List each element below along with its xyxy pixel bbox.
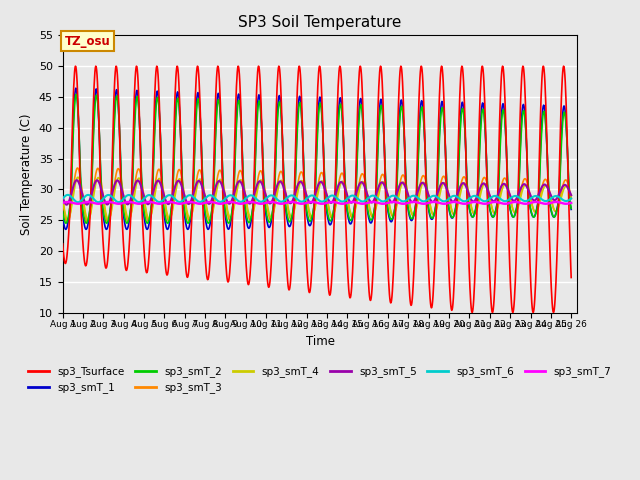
sp3_smT_3 xyxy=(449,211,457,217)
sp3_Tsurface xyxy=(567,275,575,280)
sp3_smT_3 xyxy=(63,220,71,226)
sp3_smT_7 xyxy=(176,201,184,207)
sp3_smT_1 xyxy=(59,214,67,219)
sp3_Tsurface xyxy=(175,79,182,85)
Text: TZ_osu: TZ_osu xyxy=(65,35,111,48)
sp3_smT_6 xyxy=(379,199,387,204)
sp3_smT_3 xyxy=(176,167,184,173)
Line: sp3_smT_6: sp3_smT_6 xyxy=(63,195,571,202)
sp3_smT_5 xyxy=(449,199,457,204)
sp3_smT_1 xyxy=(449,214,457,219)
sp3_smT_6 xyxy=(397,198,404,204)
Y-axis label: Soil Temperature (C): Soil Temperature (C) xyxy=(20,113,33,235)
sp3_smT_5 xyxy=(220,188,228,193)
sp3_smT_6 xyxy=(449,193,457,199)
sp3_smT_5 xyxy=(63,202,70,207)
Line: sp3_smT_7: sp3_smT_7 xyxy=(63,202,571,204)
sp3_smT_4 xyxy=(59,196,67,202)
sp3_smT_7 xyxy=(567,200,575,206)
sp3_smT_5 xyxy=(567,192,575,198)
Line: sp3_smT_1: sp3_smT_1 xyxy=(63,88,571,229)
sp3_smT_5 xyxy=(59,194,67,200)
sp3_Tsurface xyxy=(59,241,67,247)
sp3_smT_2 xyxy=(59,209,67,215)
sp3_smT_5 xyxy=(397,180,404,186)
sp3_smT_4 xyxy=(74,174,82,180)
Title: SP3 Soil Temperature: SP3 Soil Temperature xyxy=(238,15,402,30)
sp3_smT_6 xyxy=(567,196,575,202)
sp3_smT_6 xyxy=(64,192,72,198)
sp3_smT_7 xyxy=(228,199,236,205)
sp3_smT_1 xyxy=(72,85,80,91)
sp3_smT_5 xyxy=(176,179,184,184)
Line: sp3_smT_4: sp3_smT_4 xyxy=(63,177,571,220)
sp3_Tsurface xyxy=(449,305,456,311)
sp3_smT_7 xyxy=(74,201,82,207)
sp3_smT_2 xyxy=(397,106,404,111)
sp3_smT_2 xyxy=(379,111,387,117)
sp3_smT_2 xyxy=(449,214,457,219)
sp3_smT_6 xyxy=(59,196,67,202)
X-axis label: Time: Time xyxy=(305,335,335,348)
sp3_smT_4 xyxy=(449,211,457,216)
sp3_smT_1 xyxy=(379,108,387,114)
sp3_Tsurface xyxy=(396,69,404,75)
sp3_smT_6 xyxy=(228,192,236,198)
sp3_Tsurface xyxy=(227,250,235,256)
Legend: sp3_Tsurface, sp3_smT_1, sp3_smT_2, sp3_smT_3, sp3_smT_4, sp3_smT_5, sp3_smT_6, : sp3_Tsurface, sp3_smT_1, sp3_smT_2, sp3_… xyxy=(24,362,616,397)
sp3_smT_2 xyxy=(176,111,184,117)
sp3_smT_4 xyxy=(397,184,404,190)
sp3_smT_3 xyxy=(567,194,575,200)
sp3_smT_2 xyxy=(72,92,80,97)
sp3_smT_2 xyxy=(567,205,575,211)
sp3_smT_6 xyxy=(176,199,184,205)
sp3_smT_7 xyxy=(397,201,404,206)
sp3_smT_3 xyxy=(220,183,228,189)
sp3_smT_4 xyxy=(228,213,236,219)
sp3_smT_4 xyxy=(379,179,387,185)
sp3_smT_7 xyxy=(59,200,67,206)
sp3_smT_7 xyxy=(220,201,228,206)
sp3_Tsurface xyxy=(378,72,386,78)
sp3_smT_5 xyxy=(228,198,236,204)
sp3_smT_1 xyxy=(62,227,70,232)
sp3_smT_2 xyxy=(228,210,236,216)
sp3_smT_6 xyxy=(220,197,228,203)
sp3_smT_7 xyxy=(449,199,457,205)
sp3_smT_3 xyxy=(379,171,387,177)
sp3_smT_3 xyxy=(74,165,81,171)
sp3_smT_1 xyxy=(220,199,228,204)
sp3_smT_3 xyxy=(397,176,404,182)
Line: sp3_Tsurface: sp3_Tsurface xyxy=(63,66,571,312)
sp3_Tsurface xyxy=(219,194,227,200)
sp3_smT_1 xyxy=(176,109,184,115)
sp3_smT_4 xyxy=(567,196,575,202)
sp3_smT_5 xyxy=(379,180,387,186)
sp3_smT_4 xyxy=(176,176,184,181)
sp3_smT_2 xyxy=(220,197,228,203)
sp3_smT_3 xyxy=(59,196,67,202)
sp3_Tsurface xyxy=(499,63,506,69)
sp3_smT_7 xyxy=(64,199,72,205)
sp3_smT_1 xyxy=(397,98,404,104)
sp3_smT_3 xyxy=(228,215,236,220)
sp3_smT_6 xyxy=(74,199,82,205)
sp3_smT_4 xyxy=(220,186,228,192)
sp3_smT_4 xyxy=(64,217,72,223)
Line: sp3_smT_3: sp3_smT_3 xyxy=(63,168,571,223)
Line: sp3_smT_2: sp3_smT_2 xyxy=(63,95,571,223)
sp3_smT_1 xyxy=(228,212,236,217)
sp3_smT_1 xyxy=(567,206,575,212)
sp3_smT_5 xyxy=(73,177,81,183)
Line: sp3_smT_5: sp3_smT_5 xyxy=(63,180,571,204)
sp3_Tsurface xyxy=(550,310,557,315)
sp3_smT_7 xyxy=(379,201,387,207)
sp3_smT_2 xyxy=(62,220,70,226)
